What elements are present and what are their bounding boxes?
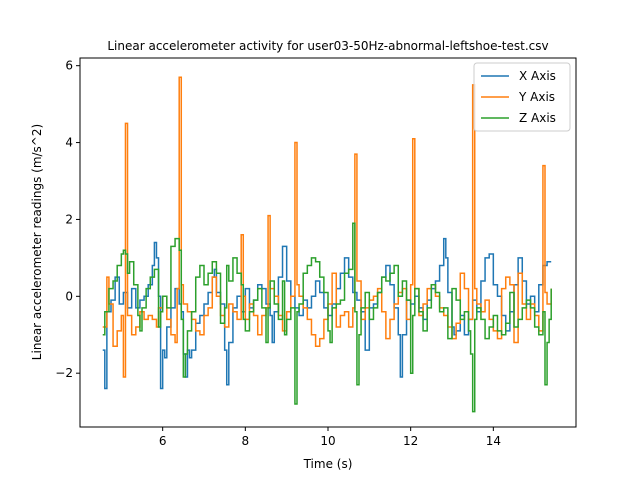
y-axis-label: Linear accelerometer readings (m/s^2) [30,124,44,360]
legend-label-x-axis: X Axis [519,69,556,83]
series-line-y-axis [102,76,552,378]
x-tick-label: 14 [486,434,501,448]
x-axis-label: Time (s) [303,457,353,471]
legend-box [473,62,571,132]
y-tick-label: −2 [55,366,73,380]
y-tick-label: 4 [65,136,73,150]
x-tick-label: 6 [159,434,167,448]
y-tick-label: 2 [65,212,73,226]
series-layer [102,76,552,413]
x-axis: 6 8 10 12 14 [159,427,501,448]
x-tick-label: 8 [242,434,250,448]
series-line-x-axis [102,237,552,390]
chart-title: Linear accelerometer activity for user03… [107,39,548,53]
legend-label-z-axis: Z Axis [519,111,556,125]
y-tick-label: 6 [65,59,73,73]
x-tick-label: 10 [320,434,335,448]
legend: X Axis Y Axis Z Axis [473,62,571,132]
x-tick-label: 12 [403,434,418,448]
y-axis: −2 0 2 4 6 [55,59,80,380]
legend-label-y-axis: Y Axis [518,90,555,104]
series-line-z-axis [102,222,552,413]
y-tick-label: 0 [65,289,73,303]
